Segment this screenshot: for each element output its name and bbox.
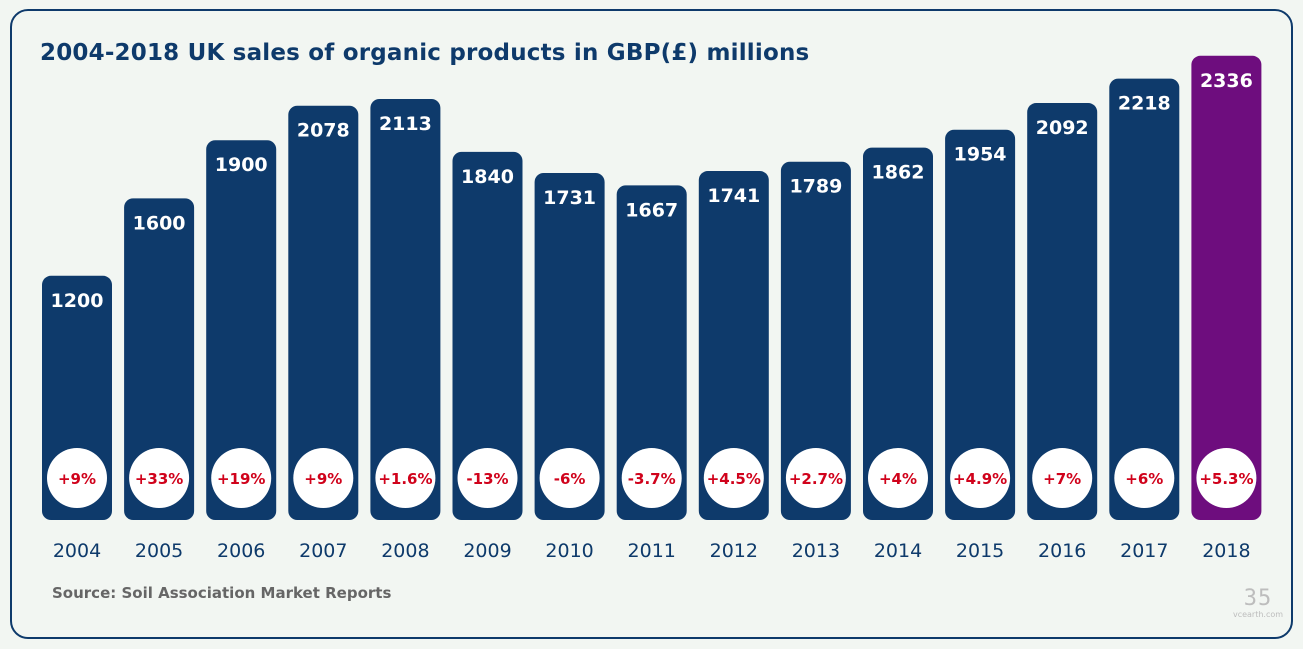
change-label: -6%	[554, 470, 586, 488]
brand-logo: 35 vcearth.com	[1228, 588, 1288, 620]
change-badge	[47, 448, 107, 508]
bar	[780, 161, 851, 521]
x-tick-label: 2009	[463, 540, 511, 562]
bar-group: 2113 +1.6% 2008	[370, 98, 441, 562]
bar	[534, 172, 605, 520]
bar	[1191, 55, 1262, 521]
x-tick-label: 2018	[1202, 540, 1250, 562]
change-badge	[211, 448, 272, 508]
change-badge	[950, 448, 1011, 508]
change-badge	[375, 448, 436, 508]
change-label: -13%	[466, 470, 508, 488]
change-label: +6%	[1125, 470, 1163, 488]
change-badge	[621, 448, 682, 508]
bar-group: 1667 -3.7% 2011	[616, 185, 687, 562]
change-label: +33%	[135, 470, 183, 488]
bar	[452, 151, 523, 520]
bar-value-label: 2092	[1036, 117, 1089, 139]
bar-group: 2078 +9% 2007	[288, 105, 359, 562]
bar-group: 1840 -13% 2009	[452, 151, 523, 562]
bar	[370, 98, 441, 521]
change-badge	[1196, 448, 1257, 508]
bar	[206, 140, 277, 520]
bar-value-label: 1600	[133, 212, 186, 234]
change-label: +7%	[1043, 470, 1081, 488]
change-badge	[785, 448, 846, 508]
bar-value-label: 2113	[379, 113, 432, 135]
x-tick-label: 2011	[628, 540, 676, 562]
x-tick-label: 2013	[792, 540, 840, 562]
bar-value-label: 1840	[461, 166, 514, 188]
x-tick-label: 2004	[53, 540, 101, 562]
bar-value-label: 2078	[297, 120, 350, 142]
bar-value-label: 1862	[872, 162, 925, 184]
change-badge	[868, 448, 928, 508]
chart-title: 2004-2018 UK sales of organic products i…	[40, 40, 810, 66]
bar	[698, 171, 769, 521]
change-badge	[1032, 448, 1093, 508]
change-label: +5.3%	[1199, 470, 1253, 488]
bar-group: 1862 +4% 2014	[863, 147, 933, 562]
bar-value-label: 1741	[707, 185, 760, 207]
change-label: +9%	[304, 470, 342, 488]
x-tick-label: 2010	[545, 540, 593, 562]
change-label: +4%	[879, 470, 917, 488]
change-label: +9%	[58, 470, 96, 488]
bar	[1109, 78, 1180, 521]
change-badge	[129, 448, 190, 508]
change-label: +4.9%	[953, 470, 1007, 488]
bar-group: 2218 +6% 2017	[1109, 78, 1180, 562]
x-tick-label: 2016	[1038, 540, 1086, 562]
change-badge	[1114, 448, 1175, 508]
bar-value-label: 1667	[625, 199, 678, 221]
x-tick-label: 2007	[299, 540, 347, 562]
bar	[863, 147, 933, 520]
change-badge	[539, 448, 600, 508]
bar	[616, 185, 687, 521]
bar-group: 1741 +4.5% 2012	[698, 171, 769, 562]
source-note: Source: Soil Association Market Reports	[52, 584, 392, 602]
x-tick-label: 2012	[710, 540, 758, 562]
x-tick-label: 2017	[1120, 540, 1168, 562]
change-badge	[703, 448, 764, 508]
bar-group: 2336 +5.3% 2018	[1191, 55, 1262, 562]
x-tick-label: 2008	[381, 540, 429, 562]
bar-group: 1600 +33% 2005	[124, 198, 195, 562]
change-label: -3.7%	[628, 470, 676, 488]
logo-text: vcearth.com	[1232, 610, 1284, 619]
bar-value-label: 1789	[789, 176, 842, 198]
x-tick-label: 2006	[217, 540, 265, 562]
bar-group: 1731 -6% 2010	[534, 172, 605, 562]
change-label: +19%	[217, 470, 265, 488]
bar	[945, 129, 1016, 520]
bar-group: 1954 +4.9% 2015	[945, 129, 1016, 562]
change-label: +4.5%	[707, 470, 761, 488]
bar-value-label: 1200	[51, 290, 104, 312]
bar-value-label: 1900	[215, 154, 268, 176]
x-tick-label: 2014	[874, 540, 922, 562]
change-label: +2.7%	[789, 470, 843, 488]
bar	[124, 198, 195, 520]
bar-value-label: 2218	[1118, 93, 1171, 115]
bar-value-label: 1954	[954, 144, 1007, 166]
bar-group: 1200 +9% 2004	[42, 275, 112, 562]
change-badge	[293, 448, 354, 508]
bar-value-label: 2336	[1200, 70, 1253, 92]
change-badge	[457, 448, 518, 508]
bar-group: 1789 +2.7% 2013	[780, 161, 851, 562]
x-tick-label: 2015	[956, 540, 1004, 562]
bar-group: 2092 +7% 2016	[1027, 103, 1098, 562]
bar	[288, 105, 359, 520]
bar	[1027, 103, 1098, 520]
logo-mark: 35	[1243, 586, 1273, 611]
bar-group: 1900 +19% 2006	[206, 140, 277, 562]
change-label: +1.6%	[378, 470, 432, 488]
x-tick-label: 2005	[135, 540, 183, 562]
bar-value-label: 1731	[543, 187, 596, 209]
